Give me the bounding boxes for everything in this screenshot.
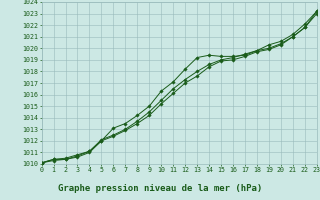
Text: Graphe pression niveau de la mer (hPa): Graphe pression niveau de la mer (hPa)	[58, 184, 262, 193]
